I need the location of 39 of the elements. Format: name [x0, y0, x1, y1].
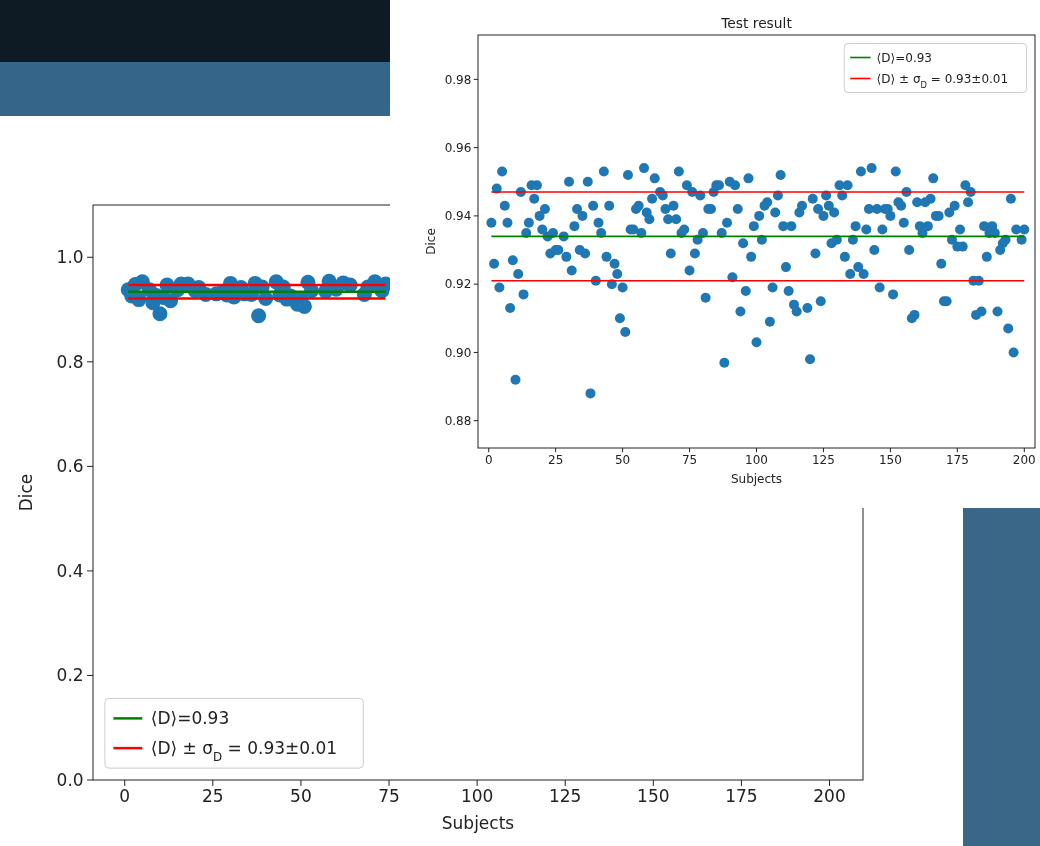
x-tick-label: 200 — [1012, 452, 1036, 467]
x-tick-label: 125 — [811, 452, 835, 467]
x-axis-title: Subjects — [730, 471, 783, 486]
x-tick-label: 175 — [945, 452, 969, 467]
x-tick-label: 200 — [813, 786, 846, 807]
legend-label: ⟨D⟩ ± σ$_{D}$ = 0.93±0.01 — [876, 71, 1009, 90]
y-tick-label: 0.92 — [444, 277, 472, 292]
x-tick-label: 50 — [290, 786, 312, 807]
chart-title: Test result — [720, 14, 793, 31]
y-tick-label: 0.8 — [56, 351, 84, 372]
legend-label: ⟨D⟩=0.93 — [876, 50, 932, 65]
y-tick-label: 0.88 — [444, 413, 472, 428]
x-axis-title: Subjects — [441, 813, 515, 834]
x-tick-label: 75 — [378, 786, 400, 807]
x-tick-label: 100 — [460, 786, 494, 807]
y-tick-label: 0.0 — [56, 769, 84, 790]
x-tick-label: 50 — [614, 452, 631, 467]
y-axis-title: Dice — [423, 228, 438, 255]
x-tick-label: 150 — [637, 786, 670, 807]
y-tick-label: 0.6 — [56, 456, 84, 477]
y-tick-label: 1.0 — [56, 247, 84, 268]
x-tick-label: 0 — [119, 786, 131, 807]
y-axis-title: Dice — [15, 473, 36, 512]
y-tick-label: 0.4 — [56, 560, 84, 581]
x-tick-label: 150 — [878, 452, 902, 467]
y-tick-label: 0.90 — [444, 345, 472, 360]
y-tick-label: 0.96 — [444, 140, 472, 155]
x-tick-label: 25 — [202, 786, 224, 807]
y-tick-label: 0.98 — [444, 72, 472, 87]
x-tick-label: 25 — [548, 452, 564, 467]
legend-label: ⟨D⟩=0.93 — [150, 708, 230, 729]
x-tick-label: 0 — [484, 452, 493, 467]
x-tick-label: 175 — [725, 786, 758, 807]
y-tick-label: 0.94 — [444, 209, 472, 224]
legend-label: ⟨D⟩ ± σ$_{D}$ = 0.93±0.01 — [150, 738, 338, 765]
y-tick-label: 0.2 — [56, 665, 84, 686]
x-tick-label: 125 — [548, 786, 582, 807]
x-tick-label: 75 — [681, 452, 698, 467]
x-tick-label: 100 — [745, 452, 768, 467]
